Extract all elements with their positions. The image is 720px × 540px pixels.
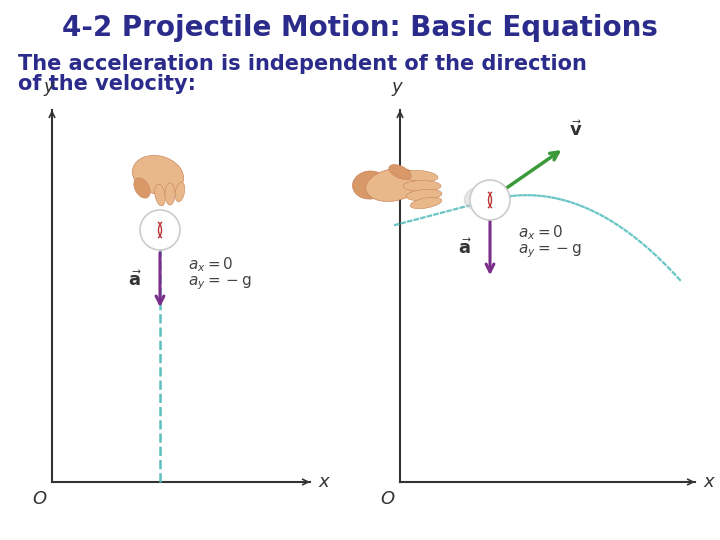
Text: The acceleration is independent of the direction: The acceleration is independent of the d… [18,54,587,74]
Text: $\vec{\mathbf{v}}$: $\vec{\mathbf{v}}$ [569,120,582,140]
Text: $y$: $y$ [392,80,405,98]
Ellipse shape [402,170,438,181]
Ellipse shape [464,187,492,210]
Ellipse shape [134,178,150,198]
Text: $\vec{\mathbf{a}}$: $\vec{\mathbf{a}}$ [458,238,472,258]
Ellipse shape [403,180,441,192]
Circle shape [470,180,510,220]
Ellipse shape [389,165,411,179]
Ellipse shape [410,197,442,208]
Circle shape [140,210,180,250]
Ellipse shape [353,171,387,199]
Ellipse shape [175,182,185,202]
Text: 4-2 Projectile Motion: Basic Equations: 4-2 Projectile Motion: Basic Equations [62,14,658,42]
Ellipse shape [132,156,184,194]
Ellipse shape [406,190,442,201]
Text: $a_x = 0$: $a_x = 0$ [518,223,564,242]
Text: $a_y = -\mathrm{g}$: $a_y = -\mathrm{g}$ [518,242,582,260]
Ellipse shape [366,168,420,201]
Text: $x$: $x$ [703,473,716,491]
Text: $O$: $O$ [32,490,48,508]
Text: $a_x = 0$: $a_x = 0$ [188,255,233,274]
Text: $\vec{\mathbf{a}}$: $\vec{\mathbf{a}}$ [128,270,142,290]
Ellipse shape [165,183,175,205]
Text: $O$: $O$ [380,490,396,508]
Text: $x$: $x$ [318,473,331,491]
Ellipse shape [155,184,166,206]
Text: $y$: $y$ [43,80,57,98]
Text: of the velocity:: of the velocity: [18,74,196,94]
Text: $a_y = -\mathrm{g}$: $a_y = -\mathrm{g}$ [188,274,252,292]
